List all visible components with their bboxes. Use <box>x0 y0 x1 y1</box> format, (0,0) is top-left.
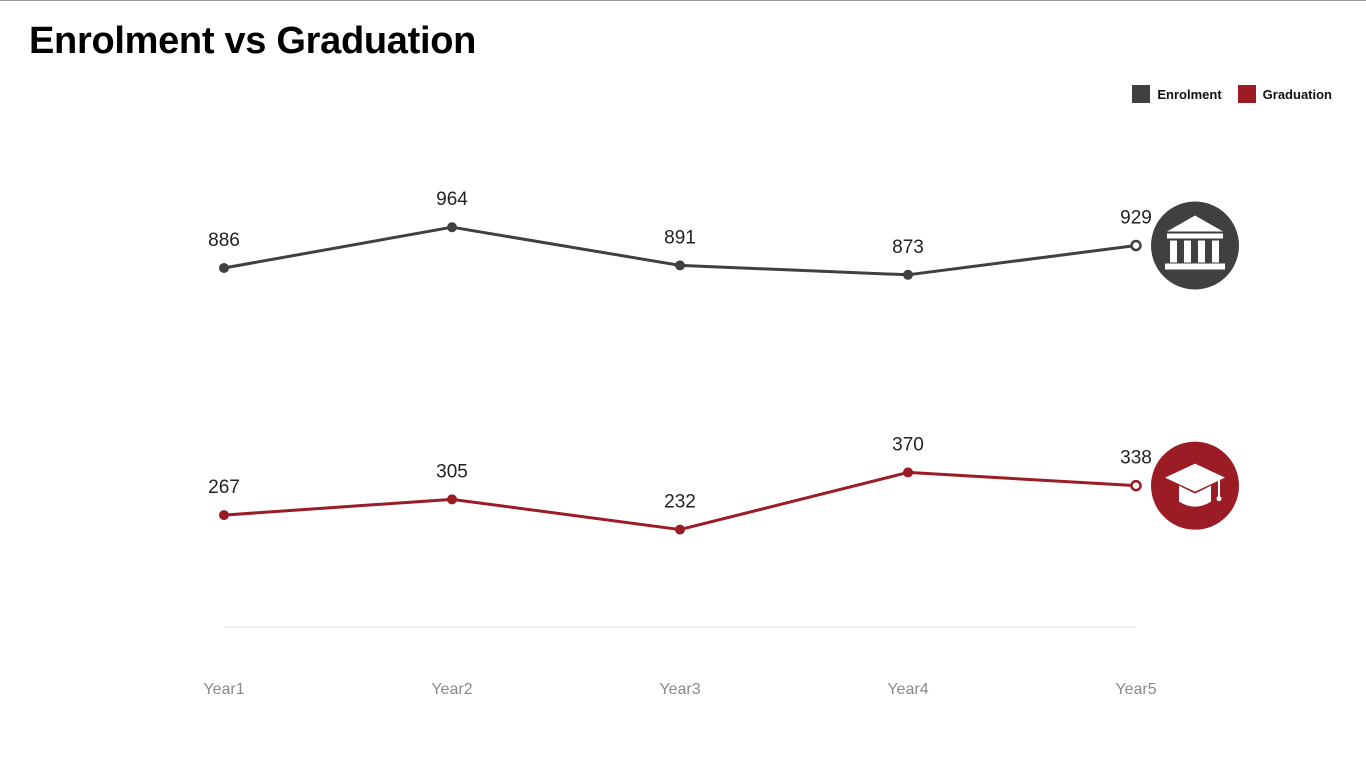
data-point <box>903 467 913 478</box>
chart-title: Enrolment vs Graduation <box>29 20 477 62</box>
data-label: 232 <box>664 492 696 513</box>
x-tick-label: Year4 <box>887 681 928 698</box>
x-tick-label: Year5 <box>1115 681 1156 698</box>
data-label: 886 <box>208 230 240 251</box>
legend-label-enrolment: Enrolment <box>1157 86 1222 102</box>
legend: Enrolment Graduation <box>1116 85 1332 103</box>
data-label: 305 <box>436 461 468 482</box>
data-label: 267 <box>208 477 240 498</box>
data-label: 873 <box>892 237 924 258</box>
legend-swatch-graduation <box>1237 85 1256 103</box>
building-icon <box>1151 201 1239 290</box>
data-point <box>1130 479 1142 492</box>
x-tick-label: Year1 <box>203 681 244 698</box>
data-point <box>675 524 685 535</box>
data-point <box>447 494 457 505</box>
data-point <box>1130 239 1142 252</box>
data-label: 929 <box>1120 208 1152 229</box>
data-point <box>219 263 229 274</box>
data-label: 891 <box>664 227 696 248</box>
data-point <box>903 269 913 280</box>
legend-swatch-enrolment <box>1132 85 1151 103</box>
data-point <box>219 510 229 521</box>
data-label: 964 <box>436 189 468 210</box>
legend-item-graduation: Graduation <box>1237 85 1332 103</box>
data-label: 338 <box>1120 448 1152 469</box>
x-tick-label: Year2 <box>431 681 472 698</box>
graduation-cap-icon <box>1151 441 1239 530</box>
data-point <box>447 222 457 233</box>
x-tick-label: Year3 <box>659 681 700 698</box>
legend-item-enrolment: Enrolment <box>1132 85 1222 103</box>
data-point <box>675 260 685 271</box>
legend-label-graduation: Graduation <box>1262 86 1332 102</box>
data-label: 370 <box>892 434 924 455</box>
